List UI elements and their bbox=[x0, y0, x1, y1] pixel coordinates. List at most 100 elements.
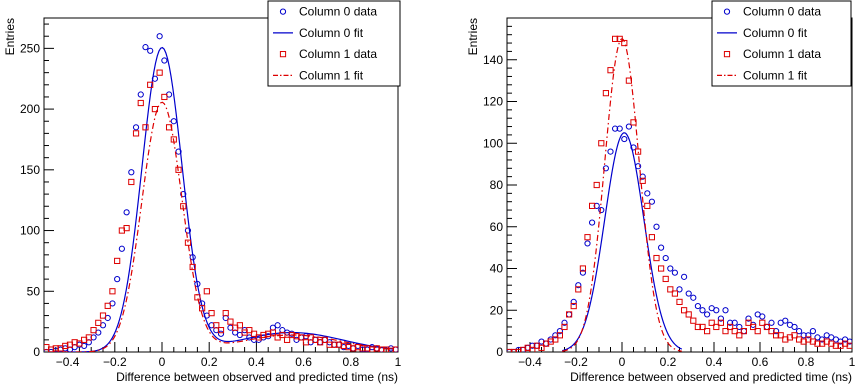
data-point bbox=[575, 286, 582, 293]
data-point bbox=[529, 342, 536, 349]
data-point bbox=[745, 319, 752, 326]
data-point bbox=[156, 33, 163, 40]
y-axis-title: Entries bbox=[3, 18, 17, 55]
data-point bbox=[699, 323, 706, 331]
x-tick-label: −0.2 bbox=[564, 355, 588, 369]
x-tick-label: 1 bbox=[395, 355, 402, 369]
data-point bbox=[782, 336, 789, 343]
y-tick-label: 140 bbox=[483, 53, 503, 67]
data-point bbox=[768, 319, 775, 326]
data-point bbox=[745, 315, 752, 322]
x-tick-label: 0.2 bbox=[660, 355, 677, 369]
data-point bbox=[199, 305, 206, 312]
data-point bbox=[570, 302, 577, 310]
data-point bbox=[635, 148, 642, 155]
data-point bbox=[731, 328, 738, 335]
data-point bbox=[114, 257, 121, 265]
data-point bbox=[630, 119, 637, 126]
data-point bbox=[298, 334, 305, 341]
data-point bbox=[566, 311, 573, 318]
data-point bbox=[607, 148, 614, 155]
legend-box bbox=[267, 0, 401, 87]
data-point bbox=[510, 348, 517, 352]
data-point bbox=[515, 348, 522, 352]
data-point bbox=[566, 311, 573, 318]
data-point bbox=[819, 340, 826, 347]
data-point bbox=[538, 344, 545, 351]
data-point bbox=[750, 323, 757, 331]
data-point bbox=[161, 93, 168, 101]
y-tick-label: 250 bbox=[20, 41, 40, 55]
data-point bbox=[85, 334, 92, 341]
y-tick-label: 40 bbox=[490, 262, 504, 276]
data-point bbox=[722, 307, 729, 314]
data-point bbox=[630, 144, 637, 151]
legend-entry: Column 0 fit bbox=[743, 26, 808, 40]
data-point bbox=[552, 336, 559, 343]
data-point bbox=[727, 323, 734, 331]
data-point bbox=[704, 311, 711, 318]
data-point bbox=[625, 123, 633, 130]
data-point bbox=[217, 327, 225, 334]
data-point bbox=[736, 332, 743, 339]
data-point bbox=[556, 328, 564, 335]
fit-curve bbox=[562, 132, 683, 352]
data-point bbox=[128, 169, 135, 176]
data-point bbox=[227, 318, 234, 325]
data-point bbox=[607, 67, 614, 74]
data-point bbox=[142, 124, 149, 131]
data-point bbox=[213, 322, 220, 329]
data-point bbox=[137, 99, 144, 107]
fit-curve bbox=[48, 101, 394, 352]
data-point bbox=[805, 336, 812, 343]
legend-square-marker bbox=[279, 51, 287, 58]
data-point bbox=[704, 328, 711, 335]
data-point bbox=[773, 332, 780, 339]
data-point bbox=[543, 340, 550, 347]
y-tick-label: 0 bbox=[496, 345, 503, 359]
data-point bbox=[828, 340, 835, 347]
data-point bbox=[653, 223, 660, 230]
data-point bbox=[809, 338, 816, 345]
data-point bbox=[800, 332, 807, 339]
data-point bbox=[189, 263, 196, 271]
data-point bbox=[123, 209, 130, 216]
legend: Column 0 data Column 0 fit Column 1 data Co… bbox=[267, 0, 401, 87]
data-point bbox=[95, 319, 102, 326]
x-tick-label: 0.8 bbox=[798, 355, 815, 369]
data-point bbox=[593, 181, 600, 189]
data-point bbox=[529, 346, 536, 352]
data-point bbox=[768, 328, 775, 335]
data-point bbox=[621, 135, 628, 143]
data-point bbox=[676, 286, 683, 293]
data-point bbox=[639, 177, 646, 184]
x-tick-label: −0.2 bbox=[103, 355, 127, 369]
data-point bbox=[671, 290, 678, 297]
data-point bbox=[690, 294, 697, 301]
data-point bbox=[809, 328, 817, 335]
x-tick-label: 0.6 bbox=[752, 355, 769, 369]
data-point bbox=[612, 125, 619, 132]
data-point bbox=[147, 47, 154, 54]
data-point bbox=[602, 165, 610, 172]
data-point bbox=[274, 322, 281, 329]
data-point bbox=[147, 81, 154, 88]
legend-circle-marker bbox=[279, 8, 287, 15]
data-point bbox=[184, 239, 192, 246]
data-point bbox=[832, 342, 839, 349]
data-point bbox=[671, 269, 679, 276]
data-point bbox=[524, 344, 531, 351]
data-point bbox=[694, 302, 702, 310]
data-point bbox=[819, 336, 826, 343]
legend-entry: Column 0 data bbox=[743, 5, 821, 19]
data-point bbox=[648, 198, 656, 205]
data-point bbox=[676, 298, 683, 305]
legend-entry: Column 0 fit bbox=[299, 26, 364, 40]
x-tick-label: 1 bbox=[849, 355, 856, 369]
data-point bbox=[76, 340, 83, 347]
data-point bbox=[685, 290, 692, 297]
data-point bbox=[796, 328, 803, 335]
data-point bbox=[708, 319, 715, 326]
legend-circle-marker bbox=[723, 8, 731, 15]
x-tick-label: 0.4 bbox=[706, 355, 723, 369]
